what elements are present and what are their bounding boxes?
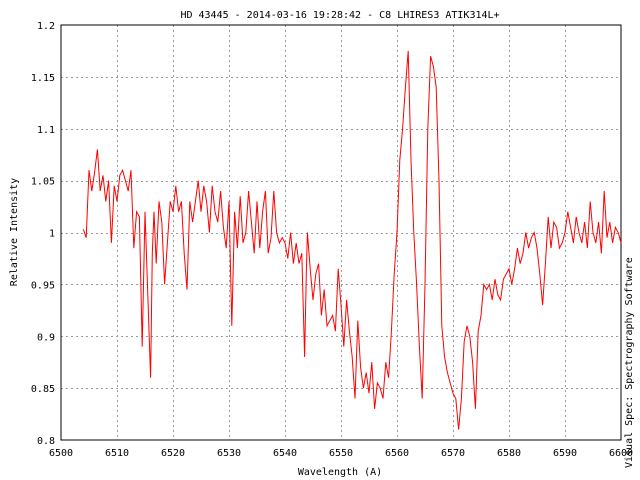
y-tick-label: 1.15 [31,73,55,84]
software-credit-label: Visual Spec: Spectrography Software [624,257,635,468]
x-tick-label: 6560 [385,448,409,459]
y-tick-label: 1.05 [31,177,55,188]
x-tick-label: 6510 [105,448,129,459]
x-axis-title: Wavelength (A) [298,467,382,478]
x-tick-label: 6530 [217,448,241,459]
y-tick-label: 0.8 [37,436,55,447]
y-axis-ticks: 0.8 0.85 0.9 0.95 1 1.05 1.1 1.15 1.2 [31,21,55,447]
y-tick-label: 0.9 [37,332,55,343]
y-tick-label: 1.1 [37,125,55,136]
y-tick-label: 0.95 [31,280,55,291]
y-tick-label: 0.85 [31,384,55,395]
x-tick-label: 6580 [497,448,521,459]
chart-title: HD 43445 - 2014-03-16 19:28:42 - C8 LHIR… [180,10,499,21]
spectrum-series-line [82,50,622,430]
x-tick-label: 6550 [329,448,353,459]
y-axis-title: Relative Intensity [9,178,20,286]
grid-lines [61,25,621,440]
x-axis-ticks: 6500 6510 6520 6530 6540 6550 6560 6570 6580 6590… [49,448,633,459]
y-tick-label: 1 [49,229,55,240]
x-tick-label: 6570 [441,448,465,459]
x-tick-label: 6590 [553,448,577,459]
x-tick-label: 6540 [273,448,297,459]
x-tick-label: 6600 [609,448,633,459]
x-tick-label: 6500 [49,448,73,459]
plot-frame [60,24,622,441]
x-tick-label: 6520 [161,448,185,459]
y-tick-label: 1.2 [37,21,55,32]
